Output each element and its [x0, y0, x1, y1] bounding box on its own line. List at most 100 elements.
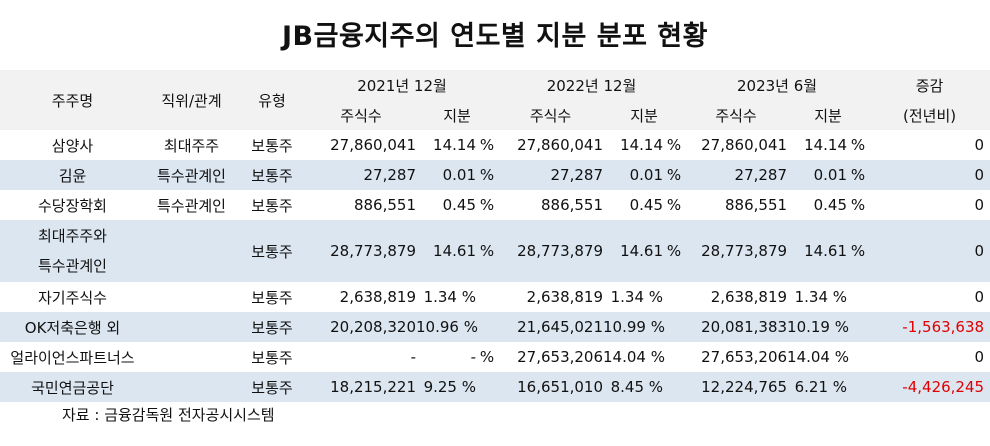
cell-unit-2022: % [666, 136, 682, 154]
cell-relation: 특수관계인 [156, 196, 226, 215]
cell-stake-2022: 10.99 % [603, 312, 665, 342]
cell-shares-2021: 886,551 [353, 196, 416, 214]
cell-relation [145, 372, 238, 402]
cell-shares-2021: 28,773,879 [306, 220, 416, 282]
header-change: 증감 [869, 70, 990, 100]
cell-unit-2023 [847, 282, 869, 312]
cell-stake-2022: 0.01 [603, 160, 664, 190]
cell-type: 보통주 [251, 348, 293, 367]
cell-shares-2023: 27,860,041 [701, 136, 788, 154]
cell-change: -1,563,638 [869, 312, 990, 342]
cell-holder: 얼라이언스파트너스 [10, 348, 135, 367]
cell-shares-2023: 886,551 [725, 196, 788, 214]
table-row: OK저축은행 외 보통주 20,208,320 10.96 % 21,645,021 10… [0, 312, 990, 342]
cell-holder: 자기주식수 [37, 288, 107, 307]
header-stake: 지분 [416, 100, 499, 130]
cell-type: 보통주 [238, 372, 306, 402]
cell-stake-2021: 0.01 [416, 160, 476, 190]
cell-unit-2023: % [850, 196, 866, 214]
cell-shares-2022: 27,287 [498, 160, 604, 190]
table-row: 수당장학회 특수관계인 보통주 886,551 0.45% 886,551 0.45% 886… [0, 190, 990, 220]
cell-unit-2021: % [476, 160, 499, 190]
cell-stake-2021: 0.45 [442, 196, 476, 214]
source-note: 자료 : 금융감독원 전자공시시스템 [62, 406, 275, 424]
cell-change: 0 [974, 196, 985, 214]
cell-type: 보통주 [238, 312, 306, 342]
header-shares: 주식수 [498, 100, 604, 130]
cell-stake-2021: 14.61 [416, 220, 476, 282]
cell-change: 0 [869, 220, 990, 282]
cell-shares-2022: 2,638,819 [526, 288, 604, 306]
cell-unit-2021: % [476, 220, 499, 282]
header-stake: 지분 [787, 100, 870, 130]
cell-stake-2021: 9.25 % [416, 372, 476, 402]
cell-shares-2021: 27,860,041 [330, 136, 416, 154]
cell-relation: 최대주주 [163, 136, 220, 155]
header-period-2022: 2022년 12월 [498, 70, 686, 100]
cell-relation [145, 342, 238, 372]
cell-stake-2021: 10.96 % [416, 312, 478, 342]
cell-stake-2023: 14.14 [804, 136, 848, 154]
cell-stake-2022: 0.45 [629, 196, 664, 214]
cell-stake-2022: 8.45 % [603, 372, 664, 402]
shareholding-table: 주주명 직위/관계 유형 2021년 12월 2022년 12월 2023년 6… [0, 70, 990, 402]
cell-stake-2023: 14.61 [787, 220, 848, 282]
cell-change: -4,426,245 [869, 372, 990, 402]
cell-shares-2023: 27,653,206 [701, 348, 788, 366]
cell-stake-2021: 14.14 [433, 136, 476, 154]
cell-unit-2021: % [479, 348, 495, 366]
cell-stake-2022: 14.61 [603, 220, 664, 282]
cell-stake-2021: - [470, 348, 476, 366]
cell-unit-2023: % [850, 136, 866, 154]
cell-holder: 김윤 [0, 160, 145, 190]
cell-shares-2023: 12,224,765 [685, 372, 788, 402]
cell-type: 보통주 [251, 288, 293, 307]
cell-stake-2023: 14.04 % [787, 348, 849, 366]
header-period-2023: 2023년 6월 [685, 70, 870, 100]
cell-shares-2022: 27,860,041 [517, 136, 604, 154]
cell-shares-2022: 21,645,021 [498, 312, 604, 342]
cell-change: 0 [869, 160, 990, 190]
cell-stake-2023: 10.19 % [787, 312, 849, 342]
cell-unit-2021 [476, 372, 499, 402]
cell-shares-2022: 886,551 [540, 196, 604, 214]
table-row: 국민연금공단 보통주 18,215,221 9.25 % 16,651,010 8.45 … [0, 372, 990, 402]
cell-change: 0 [974, 288, 985, 306]
cell-holder-line2: 특수관계인 [37, 257, 107, 275]
cell-type: 보통주 [251, 136, 293, 155]
cell-holder-line1: 최대주주와 [37, 227, 107, 245]
header-row-2: 주식수 지분 주식수 지분 주식수 지분 (전년비) [0, 100, 990, 130]
cell-shares-2022: 28,773,879 [498, 220, 604, 282]
header-stake: 지분 [603, 100, 686, 130]
header-row-1: 주주명 직위/관계 유형 2021년 12월 2022년 12월 2023년 6… [0, 70, 990, 130]
cell-holder: OK저축은행 외 [0, 312, 145, 342]
cell-shares-2021: - [410, 348, 416, 366]
table-row: 삼양사 최대주주 보통주 27,860,041 14.14% 27,860,041 14.1… [0, 130, 990, 160]
cell-unit-2021: % [479, 136, 495, 154]
cell-shares-2021: 27,287 [306, 160, 416, 190]
cell-unit-2022: % [666, 196, 682, 214]
cell-unit-2021 [476, 282, 498, 312]
cell-unit-2021 [476, 312, 499, 342]
cell-shares-2021: 20,208,320 [306, 312, 416, 342]
cell-shares-2022: 27,653,206 [517, 348, 604, 366]
cell-unit-2022 [663, 282, 685, 312]
header-change-basis: (전년비) [869, 100, 990, 130]
header-period-2021: 2021년 12월 [306, 70, 499, 100]
header-type: 유형 [238, 70, 306, 130]
header-relation: 직위/관계 [145, 70, 238, 130]
cell-shares-2023: 27,287 [685, 160, 788, 190]
cell-shares-2022: 16,651,010 [498, 372, 604, 402]
cell-unit-2022 [663, 342, 685, 372]
header-holder: 주주명 [0, 70, 145, 130]
cell-holder: 수당장학회 [37, 196, 107, 215]
cell-shares-2021: 18,215,221 [306, 372, 416, 402]
cell-relation [145, 282, 238, 312]
cell-type: 보통주 [238, 220, 306, 282]
cell-relation [145, 312, 238, 342]
cell-stake-2021: 1.34 % [423, 288, 476, 306]
header-shares: 주식수 [685, 100, 788, 130]
cell-unit-2021: % [479, 196, 495, 214]
cell-change: 0 [974, 348, 985, 366]
cell-stake-2023: 1.34 % [794, 288, 848, 306]
